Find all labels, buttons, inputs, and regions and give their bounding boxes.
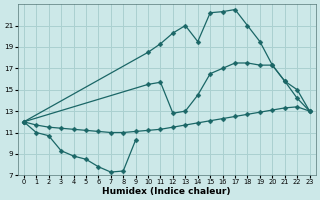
- X-axis label: Humidex (Indice chaleur): Humidex (Indice chaleur): [102, 187, 231, 196]
